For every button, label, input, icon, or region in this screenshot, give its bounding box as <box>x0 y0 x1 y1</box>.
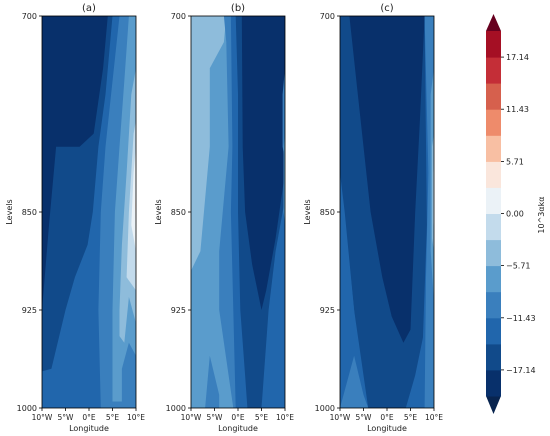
panel-b-title: (b) <box>231 3 245 14</box>
y-tick-label: 700 <box>22 12 37 21</box>
contour-region <box>405 329 425 408</box>
contour-region <box>340 355 369 408</box>
contour-region <box>126 120 136 291</box>
colorbar-band <box>486 57 501 84</box>
colorbar-band <box>486 369 501 397</box>
contour-region <box>131 146 136 252</box>
colorbar-band <box>486 135 501 162</box>
panel-c: (c) 700 850 925 1000 10°W 5°W 0°E 5°E 10°E Long… <box>303 3 443 433</box>
contour-region <box>340 264 369 408</box>
y-tick-label: 850 <box>171 208 186 217</box>
panel-b-plot-area <box>191 16 285 408</box>
x-tick-label: 10°E <box>276 413 294 422</box>
panel-a-plot-area <box>42 16 136 408</box>
panel-a-xlabel: Longitude <box>69 424 109 433</box>
panel-a-x-ticks: 10°W 5°W 0°E 5°E 10°E <box>32 408 145 422</box>
panel-b-x-ticks: 10°W 5°W 0°E 5°E 10°E <box>181 408 294 422</box>
colorbar-band <box>486 31 501 58</box>
x-tick-label: 0°E <box>82 413 96 422</box>
panel-a: (a) 700 850 925 1000 10°W 5°W 0°E 5°E 10°E Long… <box>5 3 145 433</box>
colorbar-tick-label: 5.71 <box>506 157 524 166</box>
y-tick-label: 700 <box>320 12 335 21</box>
colorbar-band <box>486 343 501 371</box>
panel-c-xlabel: Longitude <box>367 424 407 433</box>
colorbar: 17.14 11.43 5.71 0.00 −5.71 −11.43 −17.14 10^3… <box>486 14 546 414</box>
x-tick-label: 10°W <box>32 413 53 422</box>
x-tick-label: 5°W <box>58 413 75 422</box>
contour-region <box>282 68 285 160</box>
panel-c-y-ticks: 700 850 925 1000 <box>315 12 340 413</box>
y-tick-label: 850 <box>22 208 37 217</box>
y-tick-label: 850 <box>320 208 335 217</box>
panel-a-title: (a) <box>82 3 96 14</box>
panel-c-ylabel: Levels <box>303 199 312 224</box>
colorbar-band <box>486 317 501 345</box>
x-tick-label: 5°E <box>255 413 269 422</box>
x-tick-label: 5°E <box>106 413 120 422</box>
colorbar-ticks: 17.14 11.43 5.71 0.00 −5.71 −11.43 −17.14 <box>501 53 536 375</box>
colorbar-band <box>486 109 501 136</box>
x-tick-label: 10°W <box>330 413 351 422</box>
colorbar-band <box>486 83 501 110</box>
contour-region <box>241 16 285 310</box>
x-tick-label: 0°E <box>380 413 394 422</box>
y-tick-label: 1000 <box>17 404 37 413</box>
colorbar-bands <box>486 14 501 414</box>
colorbar-band <box>486 187 501 214</box>
colorbar-tick-label: 17.14 <box>506 53 529 62</box>
colorbar-tick-label: −5.71 <box>506 262 531 271</box>
colorbar-over-extend <box>486 14 501 31</box>
panel-a-y-ticks: 700 850 925 1000 <box>17 12 42 413</box>
x-tick-label: 5°W <box>356 413 373 422</box>
colorbar-tick-label: 11.43 <box>506 105 529 114</box>
x-tick-label: 0°E <box>231 413 245 422</box>
x-tick-label: 10°W <box>181 413 202 422</box>
y-tick-label: 700 <box>171 12 186 21</box>
y-tick-label: 1000 <box>315 404 335 413</box>
panel-b-ylabel: Levels <box>154 199 163 224</box>
panel-a-ylabel: Levels <box>5 199 14 224</box>
panel-b-xlabel: Longitude <box>218 424 258 433</box>
contour-region <box>349 16 425 343</box>
colorbar-tick-label: −17.14 <box>506 366 536 375</box>
colorbar-band <box>486 265 501 293</box>
x-tick-label: 10°E <box>127 413 145 422</box>
y-tick-label: 1000 <box>166 404 186 413</box>
colorbar-band <box>486 161 501 188</box>
colorbar-band <box>486 239 501 267</box>
colorbar-tick-label: 0.00 <box>506 210 524 219</box>
colorbar-under-extend <box>486 396 501 414</box>
colorbar-band <box>486 213 501 241</box>
contour-region <box>261 198 285 408</box>
x-tick-label: 10°E <box>425 413 443 422</box>
y-tick-label: 925 <box>320 306 335 315</box>
colorbar-band <box>486 291 501 319</box>
panel-b: (b) 700 850 925 1000 10°W 5°W 0°E 5°E 10°E Long… <box>154 3 294 433</box>
colorbar-label: 10^3αkα <box>537 196 546 233</box>
panel-c-plot-area <box>340 16 434 408</box>
panel-b-y-ticks: 700 850 925 1000 <box>166 12 191 413</box>
y-tick-label: 925 <box>171 306 186 315</box>
panel-c-x-ticks: 10°W 5°W 0°E 5°E 10°E <box>330 408 443 422</box>
x-tick-label: 5°W <box>207 413 224 422</box>
colorbar-tick-label: −11.43 <box>506 314 536 323</box>
x-tick-label: 5°E <box>404 413 418 422</box>
panel-c-title: (c) <box>380 3 393 14</box>
y-tick-label: 925 <box>22 306 37 315</box>
contour-region <box>191 16 227 271</box>
